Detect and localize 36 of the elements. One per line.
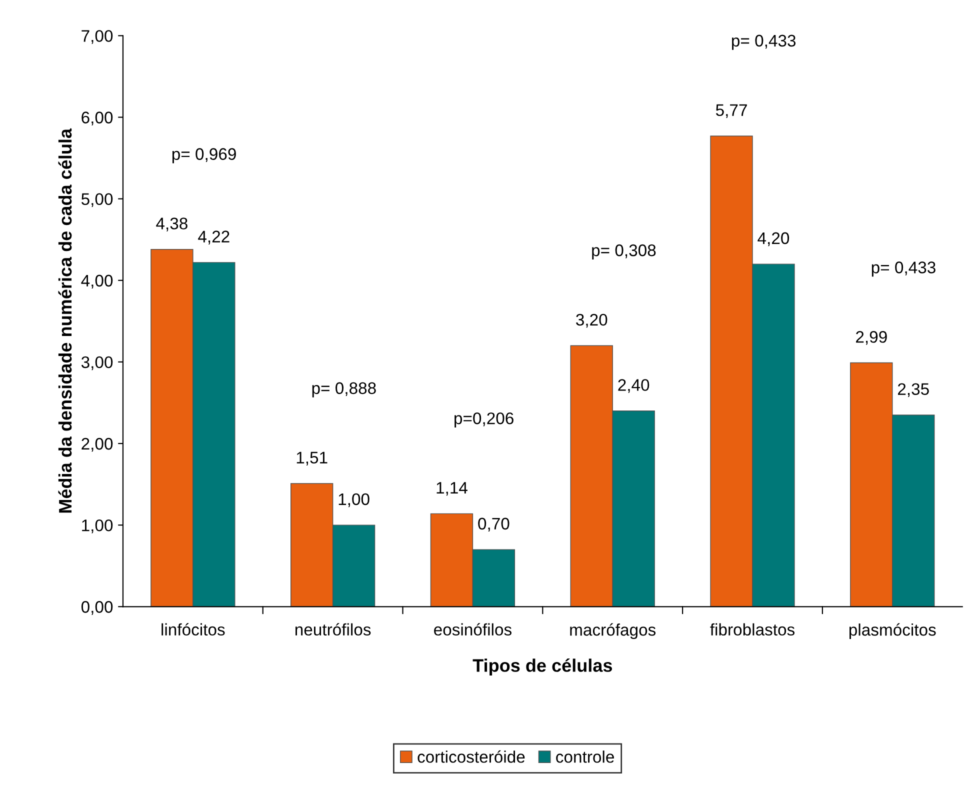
x-tick-label: eosinófilos <box>434 623 512 636</box>
y-tick-label: 2,00 <box>82 438 113 452</box>
x-tick-label: linfócitos <box>162 623 225 636</box>
annotation: p= 0,433 <box>872 262 936 277</box>
x-tick-label: fibroblastos <box>710 623 795 636</box>
y-tick-label: 5,00 <box>81 193 113 207</box>
data-label: 2,40 <box>618 379 650 393</box>
annotation: p= 0,308 <box>592 244 656 260</box>
x-tick-label: plasmócitos <box>849 623 936 640</box>
annotation: p= 0,433 <box>732 34 796 50</box>
data-label: 2,35 <box>898 383 929 397</box>
data-label: 3,20 <box>576 314 608 328</box>
data-label: 1,00 <box>338 493 370 508</box>
annotation: p= 0,888 <box>312 382 376 398</box>
y-tick-label: 4,00 <box>81 274 113 289</box>
y-tick-label: 1,00 <box>82 519 113 534</box>
x-tick-label: neutrófilos <box>295 623 371 636</box>
y-tick-label: 6,00 <box>82 112 113 126</box>
data-label: 4,20 <box>758 232 790 246</box>
data-label: 5,77 <box>716 104 747 118</box>
legend-label: controle <box>556 750 614 763</box>
annotation: p=0,206 <box>454 412 514 428</box>
data-label: 1,51 <box>296 452 328 466</box>
legend-label: corticosteróide <box>418 750 525 763</box>
data-label: 0,70 <box>478 518 510 532</box>
data-label: 4,22 <box>198 230 230 244</box>
data-label: 1,14 <box>436 482 468 496</box>
y-tick-label: 3,00 <box>81 356 113 370</box>
y-tick-label: 0,00 <box>81 601 113 615</box>
data-label: 2,99 <box>856 331 887 345</box>
y-axis-title: Média da densidade numérica de cada célula <box>58 128 72 513</box>
annotation: p= 0,969 <box>172 148 236 164</box>
data-label: 4,38 <box>156 218 188 232</box>
x-tick-label: macrófagos <box>570 623 656 640</box>
y-tick-label: 7,00 <box>82 30 113 44</box>
x-axis-title: Tipos de células <box>472 658 612 676</box>
